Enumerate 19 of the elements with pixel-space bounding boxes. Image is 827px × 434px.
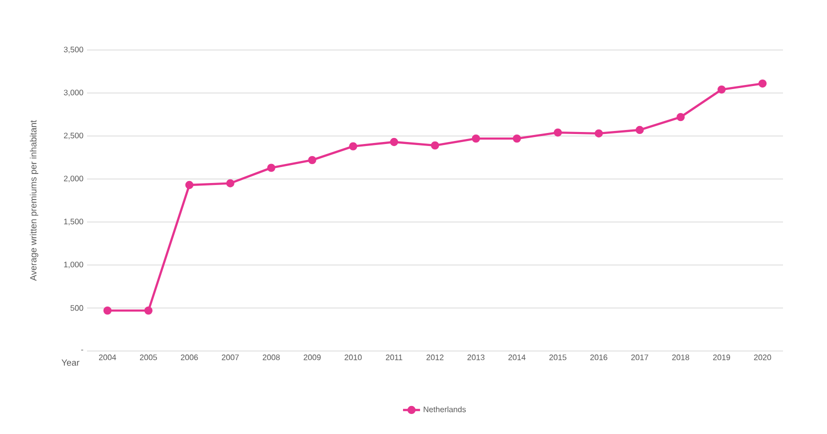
point bbox=[185, 180, 194, 190]
point bbox=[430, 141, 440, 150]
point bbox=[718, 85, 726, 94]
y-axis-title: Average written premiums per inhabitant bbox=[30, 120, 38, 281]
point bbox=[308, 156, 316, 164]
point bbox=[554, 128, 562, 137]
point bbox=[103, 306, 112, 315]
x-axis-title: Year bbox=[62, 360, 80, 366]
point bbox=[472, 134, 480, 143]
point bbox=[267, 164, 276, 172]
point bbox=[144, 306, 153, 315]
point bbox=[349, 142, 358, 150]
point bbox=[636, 126, 644, 134]
point bbox=[594, 129, 603, 138]
point bbox=[512, 134, 521, 143]
point bbox=[390, 138, 398, 146]
point bbox=[676, 112, 685, 122]
point bbox=[226, 179, 234, 188]
point bbox=[758, 79, 767, 88]
